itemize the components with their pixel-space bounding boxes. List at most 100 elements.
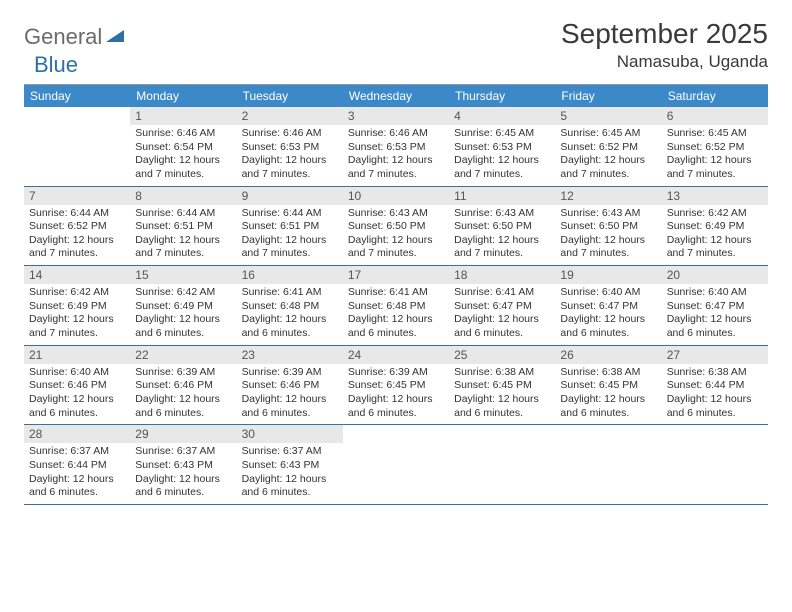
logo: General xyxy=(24,18,126,50)
day-body: Sunrise: 6:37 AMSunset: 6:44 PMDaylight:… xyxy=(24,443,130,504)
calendar-cell xyxy=(343,425,449,504)
calendar-cell: 10Sunrise: 6:43 AMSunset: 6:50 PMDayligh… xyxy=(343,187,449,266)
day-number: 19 xyxy=(555,266,661,284)
header: General September 2025 Namasuba, Uganda xyxy=(24,18,768,72)
day-body: Sunrise: 6:41 AMSunset: 6:48 PMDaylight:… xyxy=(343,284,449,345)
day-body: Sunrise: 6:45 AMSunset: 6:52 PMDaylight:… xyxy=(555,125,661,186)
calendar-cell: 12Sunrise: 6:43 AMSunset: 6:50 PMDayligh… xyxy=(555,187,661,266)
calendar-cell: 21Sunrise: 6:40 AMSunset: 6:46 PMDayligh… xyxy=(24,346,130,425)
day-number: 21 xyxy=(24,346,130,364)
day-header-tue: Tuesday xyxy=(237,85,343,107)
day-header-row: Sunday Monday Tuesday Wednesday Thursday… xyxy=(24,85,768,107)
calendar-cell: 30Sunrise: 6:37 AMSunset: 6:43 PMDayligh… xyxy=(237,425,343,504)
day-body: Sunrise: 6:42 AMSunset: 6:49 PMDaylight:… xyxy=(130,284,236,345)
calendar-cell: 28Sunrise: 6:37 AMSunset: 6:44 PMDayligh… xyxy=(24,425,130,504)
week-row: 1Sunrise: 6:46 AMSunset: 6:54 PMDaylight… xyxy=(24,107,768,187)
day-body: Sunrise: 6:38 AMSunset: 6:44 PMDaylight:… xyxy=(662,364,768,425)
week-row: 21Sunrise: 6:40 AMSunset: 6:46 PMDayligh… xyxy=(24,346,768,426)
day-body: Sunrise: 6:39 AMSunset: 6:46 PMDaylight:… xyxy=(130,364,236,425)
day-body: Sunrise: 6:42 AMSunset: 6:49 PMDaylight:… xyxy=(24,284,130,345)
calendar-cell: 20Sunrise: 6:40 AMSunset: 6:47 PMDayligh… xyxy=(662,266,768,345)
day-number: 10 xyxy=(343,187,449,205)
calendar-cell xyxy=(24,107,130,186)
day-body: Sunrise: 6:38 AMSunset: 6:45 PMDaylight:… xyxy=(555,364,661,425)
calendar-cell: 4Sunrise: 6:45 AMSunset: 6:53 PMDaylight… xyxy=(449,107,555,186)
day-number: 23 xyxy=(237,346,343,364)
day-body: Sunrise: 6:42 AMSunset: 6:49 PMDaylight:… xyxy=(662,205,768,266)
day-body: Sunrise: 6:37 AMSunset: 6:43 PMDaylight:… xyxy=(130,443,236,504)
day-number: 4 xyxy=(449,107,555,125)
calendar-cell: 13Sunrise: 6:42 AMSunset: 6:49 PMDayligh… xyxy=(662,187,768,266)
day-body: Sunrise: 6:38 AMSunset: 6:45 PMDaylight:… xyxy=(449,364,555,425)
day-number: 20 xyxy=(662,266,768,284)
day-number: 27 xyxy=(662,346,768,364)
day-number: 14 xyxy=(24,266,130,284)
day-number: 29 xyxy=(130,425,236,443)
calendar-cell: 17Sunrise: 6:41 AMSunset: 6:48 PMDayligh… xyxy=(343,266,449,345)
calendar-cell: 8Sunrise: 6:44 AMSunset: 6:51 PMDaylight… xyxy=(130,187,236,266)
calendar-cell: 16Sunrise: 6:41 AMSunset: 6:48 PMDayligh… xyxy=(237,266,343,345)
logo-triangle-icon xyxy=(106,30,126,44)
calendar-cell: 6Sunrise: 6:45 AMSunset: 6:52 PMDaylight… xyxy=(662,107,768,186)
day-number xyxy=(343,425,449,443)
calendar-cell: 29Sunrise: 6:37 AMSunset: 6:43 PMDayligh… xyxy=(130,425,236,504)
logo-word-2-wrap: Blue xyxy=(34,52,78,78)
calendar-cell: 18Sunrise: 6:41 AMSunset: 6:47 PMDayligh… xyxy=(449,266,555,345)
day-header-fri: Friday xyxy=(555,85,661,107)
calendar-cell: 19Sunrise: 6:40 AMSunset: 6:47 PMDayligh… xyxy=(555,266,661,345)
day-body: Sunrise: 6:40 AMSunset: 6:46 PMDaylight:… xyxy=(24,364,130,425)
day-number: 8 xyxy=(130,187,236,205)
logo-word-2: Blue xyxy=(34,52,78,77)
calendar-cell: 5Sunrise: 6:45 AMSunset: 6:52 PMDaylight… xyxy=(555,107,661,186)
day-number xyxy=(449,425,555,443)
day-number: 11 xyxy=(449,187,555,205)
calendar-cell: 24Sunrise: 6:39 AMSunset: 6:45 PMDayligh… xyxy=(343,346,449,425)
day-body: Sunrise: 6:41 AMSunset: 6:47 PMDaylight:… xyxy=(449,284,555,345)
day-header-sat: Saturday xyxy=(662,85,768,107)
day-body: Sunrise: 6:40 AMSunset: 6:47 PMDaylight:… xyxy=(555,284,661,345)
calendar-cell xyxy=(555,425,661,504)
calendar-cell: 26Sunrise: 6:38 AMSunset: 6:45 PMDayligh… xyxy=(555,346,661,425)
day-number: 2 xyxy=(237,107,343,125)
calendar-cell: 25Sunrise: 6:38 AMSunset: 6:45 PMDayligh… xyxy=(449,346,555,425)
day-number xyxy=(24,107,130,125)
day-number: 28 xyxy=(24,425,130,443)
day-body: Sunrise: 6:46 AMSunset: 6:54 PMDaylight:… xyxy=(130,125,236,186)
location: Namasuba, Uganda xyxy=(561,52,768,72)
day-header-sun: Sunday xyxy=(24,85,130,107)
day-body: Sunrise: 6:46 AMSunset: 6:53 PMDaylight:… xyxy=(237,125,343,186)
day-number: 24 xyxy=(343,346,449,364)
day-number: 18 xyxy=(449,266,555,284)
calendar-cell: 1Sunrise: 6:46 AMSunset: 6:54 PMDaylight… xyxy=(130,107,236,186)
day-body: Sunrise: 6:43 AMSunset: 6:50 PMDaylight:… xyxy=(555,205,661,266)
title-block: September 2025 Namasuba, Uganda xyxy=(561,18,768,72)
calendar-cell: 2Sunrise: 6:46 AMSunset: 6:53 PMDaylight… xyxy=(237,107,343,186)
day-number xyxy=(662,425,768,443)
month-title: September 2025 xyxy=(561,18,768,50)
day-body: Sunrise: 6:45 AMSunset: 6:53 PMDaylight:… xyxy=(449,125,555,186)
logo-word-1: General xyxy=(24,24,102,50)
day-number: 12 xyxy=(555,187,661,205)
day-number: 22 xyxy=(130,346,236,364)
day-number: 5 xyxy=(555,107,661,125)
day-header-wed: Wednesday xyxy=(343,85,449,107)
day-number: 3 xyxy=(343,107,449,125)
day-number: 1 xyxy=(130,107,236,125)
day-body: Sunrise: 6:44 AMSunset: 6:51 PMDaylight:… xyxy=(237,205,343,266)
calendar-cell xyxy=(662,425,768,504)
day-number: 17 xyxy=(343,266,449,284)
day-number: 25 xyxy=(449,346,555,364)
calendar-cell: 14Sunrise: 6:42 AMSunset: 6:49 PMDayligh… xyxy=(24,266,130,345)
day-body: Sunrise: 6:43 AMSunset: 6:50 PMDaylight:… xyxy=(343,205,449,266)
day-body: Sunrise: 6:39 AMSunset: 6:46 PMDaylight:… xyxy=(237,364,343,425)
day-body: Sunrise: 6:40 AMSunset: 6:47 PMDaylight:… xyxy=(662,284,768,345)
day-number: 15 xyxy=(130,266,236,284)
calendar-cell: 23Sunrise: 6:39 AMSunset: 6:46 PMDayligh… xyxy=(237,346,343,425)
calendar-cell: 27Sunrise: 6:38 AMSunset: 6:44 PMDayligh… xyxy=(662,346,768,425)
calendar: Sunday Monday Tuesday Wednesday Thursday… xyxy=(24,84,768,505)
day-header-mon: Monday xyxy=(130,85,236,107)
day-body: Sunrise: 6:41 AMSunset: 6:48 PMDaylight:… xyxy=(237,284,343,345)
calendar-cell: 7Sunrise: 6:44 AMSunset: 6:52 PMDaylight… xyxy=(24,187,130,266)
day-body: Sunrise: 6:46 AMSunset: 6:53 PMDaylight:… xyxy=(343,125,449,186)
calendar-cell: 11Sunrise: 6:43 AMSunset: 6:50 PMDayligh… xyxy=(449,187,555,266)
